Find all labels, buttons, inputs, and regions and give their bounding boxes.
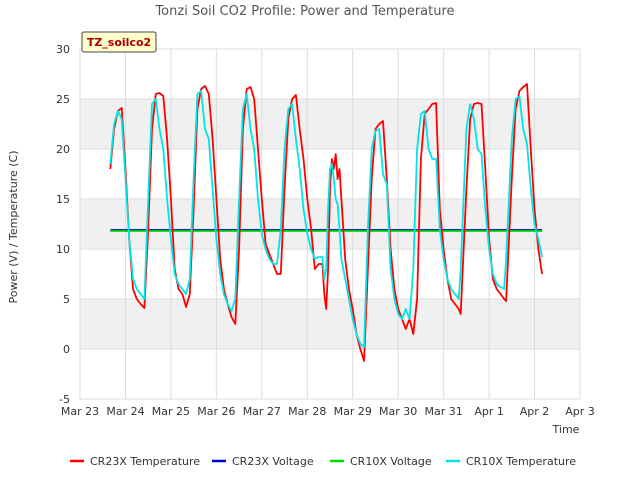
x-axis-ticks: Mar 23 Mar 24 Mar 25 Mar 26 Mar 27 Mar 28 Mar … [61,405,595,418]
y-tick-label: 5 [63,293,70,306]
legend-label: CR23X Temperature [90,455,200,468]
x-tick-label: Mar 31 [425,405,463,418]
y-axis-label: Power (V) / Temperature (C) [7,150,20,303]
legend-label: CR10X Voltage [350,455,432,468]
x-tick-label: Mar 26 [197,405,235,418]
y-tick-label: -5 [59,393,70,406]
x-tick-label: Mar 29 [334,405,372,418]
legend: CR23X Temperature CR23X Voltage CR10X Volt… [70,455,576,468]
site-label-background [81,31,157,53]
legend-label: CR23X Voltage [232,455,314,468]
y-axis-ticks: -5 0 5 10 15 20 25 30 [56,43,70,406]
plot-band [80,99,580,149]
x-tick-label: Mar 25 [152,405,190,418]
x-tick-label: Apr 1 [474,405,504,418]
x-tick-label: Apr 3 [565,405,595,418]
series-layer [109,83,543,362]
y-tick-label: 10 [56,243,70,256]
y-tick-label: 25 [56,93,70,106]
x-tick-label: Mar 28 [288,405,326,418]
x-tick-label: Mar 27 [243,405,281,418]
grid-lines [79,48,581,400]
plot-band [80,299,580,349]
series-line-cr10x-temperature [109,90,543,348]
legend-item: CR10X Temperature [446,455,576,468]
legend-item: CR23X Voltage [212,455,314,468]
x-tick-label: Mar 24 [106,405,144,418]
site-label-box: TZ_soilco2 [81,31,157,53]
series-line-cr23x-temperature [109,83,543,362]
legend-item: CR23X Temperature [70,455,200,468]
x-tick-label: Apr 2 [520,405,550,418]
y-tick-label: 30 [56,43,70,56]
x-axis-label: Time [552,423,580,436]
legend-label: CR10X Temperature [466,455,576,468]
chart-title: Tonzi Soil CO2 Profile: Power and Temper… [154,4,454,19]
legend-item: CR10X Voltage [330,455,432,468]
site-label: TZ_soilco2 [87,36,151,49]
y-tick-label: 15 [56,193,70,206]
x-tick-label: Mar 23 [61,405,99,418]
y-tick-label: 0 [63,343,70,356]
y-tick-label: 20 [56,143,70,156]
x-tick-label: Mar 30 [379,405,417,418]
